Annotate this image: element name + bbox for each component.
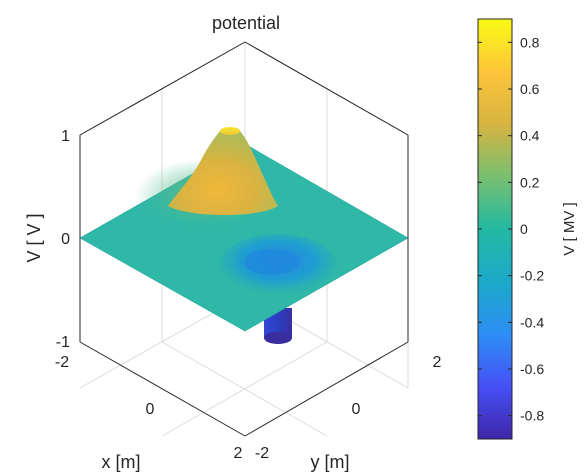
- colorbar-tick-label: -0.6: [520, 361, 544, 377]
- x-tick-labels: -2 0 2: [55, 354, 243, 462]
- x-tick-label: -2: [55, 354, 69, 371]
- x-axis-label: x [m]: [102, 452, 141, 472]
- z-tick-label: 0: [61, 231, 70, 248]
- positive-peak: [168, 127, 278, 215]
- y-tick-label: 0: [352, 401, 361, 418]
- z-axis-label: V [ V ]: [24, 213, 44, 262]
- colorbar-tick-label: 0.4: [520, 128, 540, 144]
- colorbar-tick-label: 0.2: [520, 174, 540, 190]
- colorbar-tick-label: -0.4: [520, 314, 544, 330]
- colorbar-tick-label: 0.6: [520, 81, 540, 97]
- colorbar-tick-label: -0.2: [520, 268, 544, 284]
- x-tick-label: 0: [146, 401, 155, 418]
- z-tick-label: 1: [61, 128, 70, 145]
- z-tick-label: -1: [56, 334, 70, 351]
- colorbar: 0.8 0.6 0.4 0.2 0 -0.2 -0.4 -0.6 -0.8 V [ MV ]: [477, 18, 578, 440]
- colorbar-tick-label: 0.8: [520, 34, 540, 50]
- y-axis-label: y [m]: [311, 452, 350, 472]
- colorbar-label: V [ MV ]: [561, 202, 578, 255]
- y-tick-label: -2: [255, 445, 269, 462]
- y-tick-labels: -2 0 2: [255, 354, 442, 462]
- axes-box: [79, 41, 409, 437]
- x-tick-label: 2: [234, 445, 243, 462]
- y-tick-label: 2: [433, 354, 442, 371]
- colorbar-tick-label: 0: [520, 221, 528, 237]
- colorbar-fill: [477, 18, 513, 440]
- chart-title: potential: [212, 13, 280, 33]
- colorbar-tick-label: -0.8: [520, 408, 544, 424]
- z-tick-labels: 1 0 -1: [56, 128, 70, 351]
